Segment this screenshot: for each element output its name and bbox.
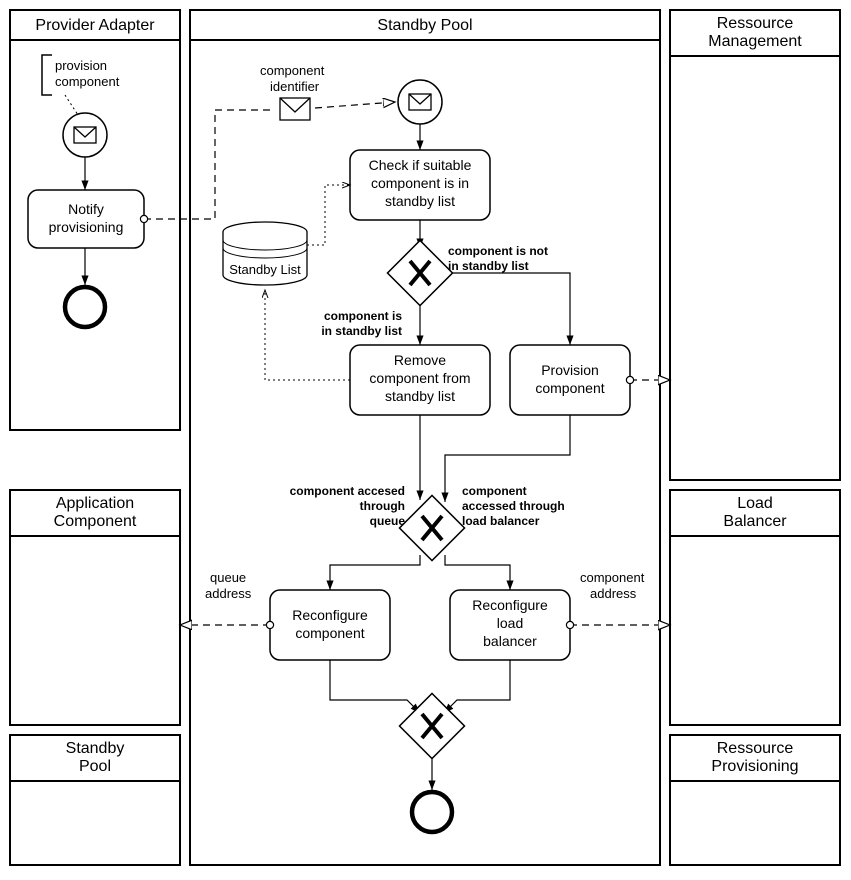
task-l1: Notify: [68, 201, 104, 217]
message-flow: [315, 102, 395, 108]
pool-load-balancer: Load Balancer: [670, 490, 840, 725]
pool-title-l2: Balancer: [723, 513, 787, 530]
cond-in-l1: component is: [324, 309, 402, 323]
task-l1: Remove: [394, 352, 446, 368]
pool-title-l1: Standby: [66, 740, 125, 757]
pool-title: Standby Pool: [377, 17, 472, 34]
task-l1: Check if suitable: [369, 157, 472, 173]
pool-standby-small: Standby Pool: [10, 735, 180, 865]
pool-title-l1: Application: [56, 495, 134, 512]
annotation-component-identifier: component identifier: [260, 63, 325, 120]
task-reconfigure-component: Reconfigure component: [270, 590, 390, 660]
annotation-component-address: component address: [580, 570, 645, 601]
pool-application-component: Application Component: [10, 490, 180, 725]
annot-l2: address: [590, 586, 637, 601]
message-flow: [144, 110, 275, 219]
task-l3: balancer: [483, 633, 537, 649]
annotation-provision-component: provision component: [42, 55, 120, 115]
task-remove-component: Remove component from standby list: [350, 345, 490, 415]
cond-not-in-l1: component is not: [448, 244, 548, 258]
pool-resource-management: Ressource Management: [670, 10, 840, 480]
task-l1: Provision: [541, 362, 599, 378]
datastore-standby-list: Standby List: [223, 222, 307, 285]
pool-title-l1: Load: [737, 495, 773, 512]
task-l3: standby list: [385, 193, 455, 209]
cond-in-l2: in standby list: [321, 324, 402, 338]
cond-not-in-l2: in standby list: [448, 259, 529, 273]
task-provision-component: Provision component: [510, 345, 630, 415]
cond-lb-l3: load balancer: [462, 514, 540, 528]
task-l1: Reconfigure: [292, 607, 368, 623]
sequence-flow: [445, 555, 510, 590]
task-l2: component from: [369, 370, 470, 386]
sequence-flow: [452, 273, 570, 345]
pool-title-l2: Component: [54, 513, 137, 530]
annotation-queue-address: queue address: [205, 570, 252, 601]
cond-lb-l2: accessed through: [462, 499, 565, 513]
task-reconfigure-load-balancer: Reconfigure load balancer: [450, 590, 570, 660]
annot-l1: queue: [210, 570, 246, 585]
task-check-suitable: Check if suitable component is in standb…: [350, 150, 490, 220]
gateway-in-standby: [387, 240, 452, 305]
bpmn-diagram: Provider Adapter Standby Pool Ressource …: [0, 0, 851, 875]
cond-lb-l1: component: [462, 484, 527, 498]
annot-l2: address: [205, 586, 252, 601]
gateway-access: [399, 495, 464, 560]
pool-title-l1: Ressource: [717, 740, 794, 757]
task-l2: load: [497, 615, 523, 631]
task-l3: standby list: [385, 388, 455, 404]
task-l2: provisioning: [49, 219, 124, 235]
sequence-flow: [444, 660, 510, 713]
annot-l1: component: [260, 63, 325, 78]
end-event-standby: [412, 792, 452, 832]
annot-l1: provision: [55, 58, 107, 73]
sequence-flow: [330, 660, 420, 713]
annot-l2: component: [55, 74, 120, 89]
sequence-flow: [330, 555, 420, 590]
datastore-label: Standby List: [229, 262, 301, 277]
task-l2: component: [535, 380, 604, 396]
cond-queue-l2: through: [360, 499, 405, 513]
start-event-standby: [398, 80, 442, 124]
end-event-provider: [65, 287, 105, 327]
cond-queue-l3: queue: [370, 514, 406, 528]
pool-resource-provisioning: Ressource Provisioning: [670, 735, 840, 865]
envelope-icon: [280, 98, 310, 120]
start-event-provider: [63, 113, 107, 157]
cond-queue-l1: component accesed: [290, 484, 405, 498]
pool-title-l1: Ressource: [717, 15, 794, 32]
pool-title-l2: Pool: [79, 758, 111, 775]
task-l2: component: [295, 625, 364, 641]
pool-title-l2: Provisioning: [711, 758, 798, 775]
data-association: [307, 185, 350, 245]
task-l2: component is in: [371, 175, 469, 191]
annot-l2: identifier: [270, 79, 320, 94]
task-l1: Reconfigure: [472, 597, 548, 613]
gateway-merge: [399, 693, 464, 758]
pool-title-l2: Management: [708, 33, 802, 50]
pool-title: Provider Adapter: [35, 17, 155, 34]
annot-l1: component: [580, 570, 645, 585]
task-notify-provisioning: Notify provisioning: [28, 190, 144, 248]
